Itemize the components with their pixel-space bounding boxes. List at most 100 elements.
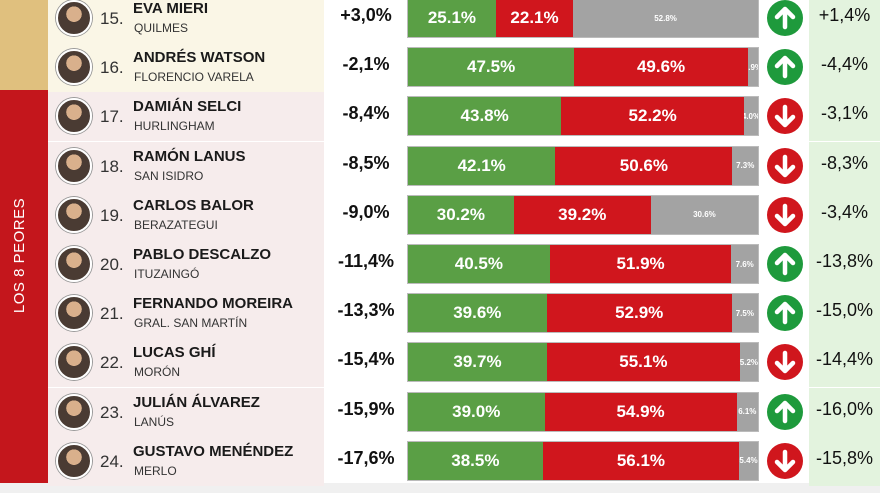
- approval-bar: 42.1% 50.6% 7.3%: [407, 145, 759, 186]
- avatar: [56, 344, 92, 381]
- rank-number: 16.: [100, 58, 124, 78]
- avatar: [56, 393, 92, 430]
- positive-segment: 40.5%: [408, 245, 550, 283]
- section-label: LOS 8 PEORES: [2, 190, 38, 320]
- candidate-name: FERNANDO MOREIRA: [133, 295, 293, 313]
- trend-cell: -8,3%: [809, 141, 880, 191]
- undecided-segment: 2.9%: [747, 48, 758, 87]
- negative-segment: 52.2%: [561, 97, 744, 136]
- table-row: 20. PABLO DESCALZO ITUZAINGÓ -11,4% 40.5% 51.…: [48, 240, 880, 289]
- arrow-down-icon: [767, 98, 803, 135]
- trend-value: -15,8%: [815, 447, 874, 468]
- change-value: +3,0%: [340, 5, 392, 25]
- arrow-up-icon: [767, 295, 803, 332]
- trend-cell: -14,4%: [809, 338, 880, 388]
- candidate-cell: 15. EVA MIERI QUILMES: [48, 0, 324, 43]
- change-value: -2,1%: [342, 54, 390, 75]
- trend-cell: -15,0%: [809, 289, 880, 339]
- trend-value: -3,1%: [820, 103, 869, 124]
- table-row: 15. EVA MIERI QUILMES +3,0% 25.1% 22.1% 52.8% +…: [48, 0, 880, 43]
- negative-segment: 51.9%: [549, 245, 732, 283]
- municipality-name: MERLO: [134, 463, 177, 478]
- avatar: [56, 0, 92, 36]
- table-row: 16. ANDRÉS WATSON FLORENCIO VARELA -2,1% 47.…: [48, 43, 880, 93]
- negative-segment: 49.6%: [574, 48, 748, 87]
- trend-value: -14,4%: [815, 349, 874, 370]
- candidate-name: CARLOS BALOR: [133, 196, 254, 214]
- candidate-cell: 20. PABLO DESCALZO ITUZAINGÓ: [48, 240, 324, 289]
- table-row: 18. RAMÓN LANUS SAN ISIDRO -8,5% 42.1% 50.6% 7…: [48, 141, 880, 191]
- positive-segment: 43.8%: [408, 97, 562, 136]
- positive-segment: 39.0%: [408, 392, 545, 431]
- change-value: -8,4%: [342, 103, 390, 124]
- approval-bar: 25.1% 22.1% 52.8%: [407, 0, 759, 38]
- negative-segment: 22.1%: [495, 0, 574, 37]
- trend-cell: -3,1%: [809, 92, 880, 142]
- approval-bar: 39.6% 52.9% 7.5%: [407, 293, 759, 334]
- positive-segment: 42.1%: [408, 146, 556, 185]
- rank-number: 21.: [100, 304, 124, 324]
- undecided-segment: 6.1%: [736, 392, 758, 431]
- trend-cell: -4,4%: [809, 43, 880, 93]
- positive-segment: 39.7%: [408, 343, 547, 382]
- arrow-up-icon: [767, 49, 803, 86]
- avatar: [56, 442, 92, 479]
- candidate-name: DAMIÁN SELCI: [133, 98, 242, 116]
- top-section-band: [0, 0, 48, 90]
- table-row: 24. GUSTAVO MENÉNDEZ MERLO -17,6% 38.5% 56.1%…: [48, 436, 880, 486]
- municipality-name: FLORENCIO VARELA: [134, 70, 254, 85]
- candidate-cell: 19. CARLOS BALOR BERAZATEGUI: [48, 190, 324, 240]
- avatar: [56, 49, 92, 86]
- negative-segment: 52.9%: [546, 294, 732, 333]
- rank-number: 15.: [100, 9, 124, 28]
- candidate-name: PABLO DESCALZO: [133, 246, 272, 263]
- undecided-segment: 5.2%: [739, 343, 758, 382]
- undecided-segment: 5.4%: [739, 441, 758, 480]
- trend-cell: -13,8%: [809, 240, 880, 289]
- trend-value: -13,8%: [815, 251, 874, 271]
- approval-bar: 47.5%49.6%2.9%: [407, 47, 759, 88]
- arrow-down-icon: [767, 147, 803, 184]
- undecided-segment: 7.6%: [731, 245, 758, 283]
- change-value: -15,9%: [337, 398, 395, 419]
- negative-segment: 54.9%: [544, 392, 737, 431]
- municipality-name: QUILMES: [134, 21, 189, 35]
- rank-number: 18.: [100, 156, 124, 176]
- undecided-segment: 52.8%: [573, 0, 758, 37]
- arrow-up-icon: [767, 0, 803, 36]
- municipality-name: HURLINGHAM: [134, 119, 215, 134]
- candidate-name: LUCAS GHÍ: [133, 344, 216, 362]
- change-value: -11,4%: [337, 251, 395, 271]
- undecided-segment: 7.3%: [732, 146, 758, 185]
- change-value: -8,5%: [342, 152, 390, 173]
- negative-segment: 55.1%: [546, 343, 740, 382]
- change-value: -15,4%: [337, 349, 395, 370]
- worst-section-band: [0, 90, 48, 483]
- arrow-down-icon: [767, 442, 803, 479]
- trend-cell: +1,4%: [809, 0, 880, 43]
- approval-bar: 30.2% 39.2% 30.6%: [407, 194, 759, 235]
- rank-number: 19.: [100, 205, 124, 225]
- positive-segment: 38.5%: [408, 441, 543, 480]
- table-row: 19. CARLOS BALOR BERAZATEGUI -9,0% 30.2% 39.2…: [48, 190, 880, 240]
- arrow-up-icon: [767, 246, 803, 282]
- positive-segment: 39.6%: [408, 294, 547, 333]
- arrow-down-icon: [767, 196, 803, 233]
- change-value: -9,0%: [342, 201, 390, 222]
- trend-cell: -15,8%: [809, 436, 880, 486]
- avatar: [56, 196, 92, 233]
- candidate-name: ANDRÉS WATSON: [133, 49, 266, 67]
- negative-segment: 50.6%: [555, 146, 733, 185]
- arrow-down-icon: [767, 344, 803, 381]
- table-row: 23. JULIÁN ÁLVAREZ LANÚS -15,9% 39.0% 54.9% 6.…: [48, 387, 880, 437]
- bottom-band: [0, 483, 880, 493]
- rank-number: 24.: [100, 451, 124, 471]
- table-row: 17. DAMIÁN SELCI HURLINGHAM -8,4% 43.8% 52.2%…: [48, 92, 880, 142]
- avatar: [56, 147, 92, 184]
- approval-bar: 39.0% 54.9% 6.1%: [407, 391, 759, 432]
- undecided-segment: 4.0%: [743, 97, 758, 136]
- candidate-cell: 24. GUSTAVO MENÉNDEZ MERLO: [48, 436, 324, 486]
- table-row: 21. FERNANDO MOREIRA GRAL. SAN MARTÍN -13,3…: [48, 289, 880, 339]
- avatar: [56, 246, 92, 282]
- trend-value: -3,4%: [820, 201, 869, 222]
